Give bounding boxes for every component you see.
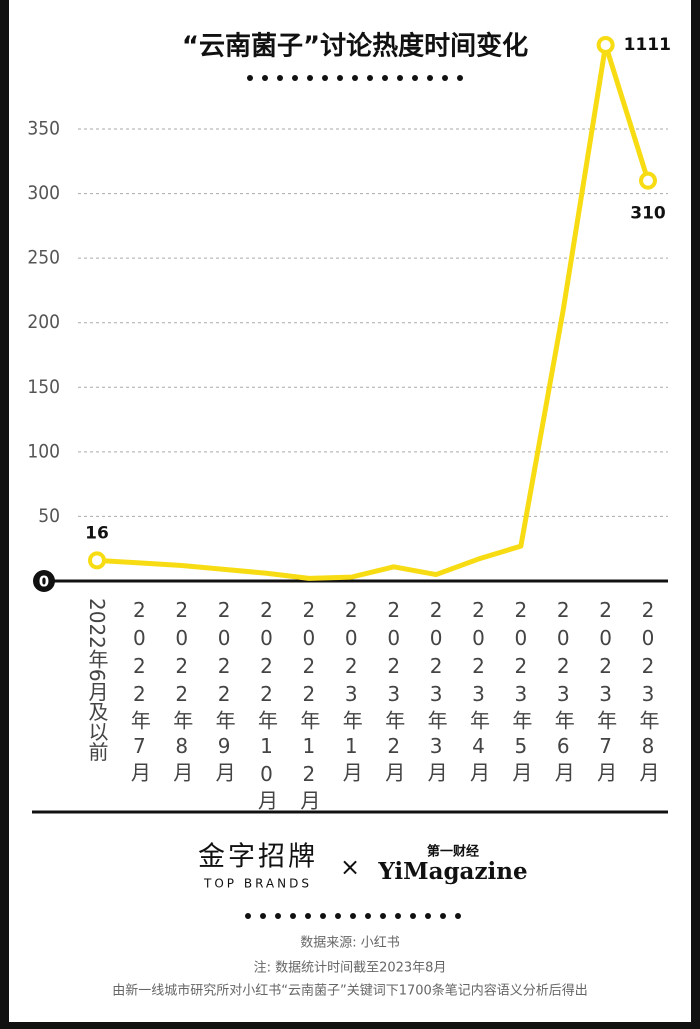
y-tick-label: 150 [27,376,60,398]
dot [352,75,358,81]
dot [337,75,343,81]
x-tick-label: 2022年7月 [127,598,151,786]
y-tick-label: 250 [27,247,60,269]
brand-cn: 金字招牌 [198,842,318,873]
dot [275,913,281,919]
dot [380,913,386,919]
dot [440,913,446,919]
method: 由新一线城市研究所对小红书“云南菌子”关键词下1700条笔记内容语义分析后得出 [112,983,588,999]
dot [350,913,356,919]
data-label: 16 [85,523,109,543]
data-label: 310 [630,204,666,224]
data-label: 1111 [624,35,671,55]
dot [262,75,268,81]
point-marker [88,551,106,570]
footer-dots [245,913,461,919]
brand-en: TOP BRANDS [203,877,312,891]
x-tick-label: 2023年6月 [551,598,575,786]
dot [305,913,311,919]
x-tick-label: 2022年10月 [255,598,279,814]
x-tick-label: 2023年3月 [424,598,448,786]
dot [395,913,401,919]
times-sign: × [340,853,360,881]
x-tick-label: 2023年8月 [636,598,660,786]
panel [9,0,691,1022]
dot [247,75,253,81]
dot [292,75,298,81]
point-marker [596,36,615,54]
y-tick-label: 300 [27,182,60,204]
x-tick-label: 2023年5月 [509,598,533,786]
dot [365,913,371,919]
title-dots [247,75,463,81]
dot [457,75,463,81]
x-tick-label: 2022年9月 [212,598,236,786]
dot [427,75,433,81]
note: 注: 数据统计时间截至2023年8月 [254,961,447,976]
source: 数据来源: 小红书 [300,935,400,951]
partner-cn: 第一财经 [427,844,479,860]
x-tick-label: 2023年4月 [466,598,490,786]
x-tick-label: 2023年7月 [594,598,618,786]
dot [410,913,416,919]
x-tick-label: 2022年8月 [170,598,194,786]
x-tick-label: 2022年12月 [297,598,321,814]
x-tick-label: 2023年1月 [339,598,363,786]
dot [425,913,431,919]
dot [277,75,283,81]
point-marker [639,171,657,190]
origin-badge [33,570,55,592]
x-tick-label: 2022年6月及以前 [85,598,109,762]
y-tick-label: 50 [38,505,60,527]
dot [455,913,461,919]
dot [442,75,448,81]
dot [397,75,403,81]
dot [320,913,326,919]
y-tick-label: 350 [27,118,60,140]
dot [307,75,313,81]
dot [322,75,328,81]
x-tick-label: 2023年2月 [382,598,406,786]
dot [412,75,418,81]
dot [290,913,296,919]
dot [245,913,251,919]
dot [260,913,266,919]
partner-en: YiMagazine [377,858,527,885]
dot [335,913,341,919]
chart-title: “云南菌子”讨论热度时间变化 [182,31,528,62]
y-tick-label: 0 [39,573,49,591]
dot [367,75,373,81]
line [96,42,651,581]
y-tick-label: 200 [27,311,60,333]
y-tick-label: 100 [27,440,60,462]
dot [382,75,388,81]
